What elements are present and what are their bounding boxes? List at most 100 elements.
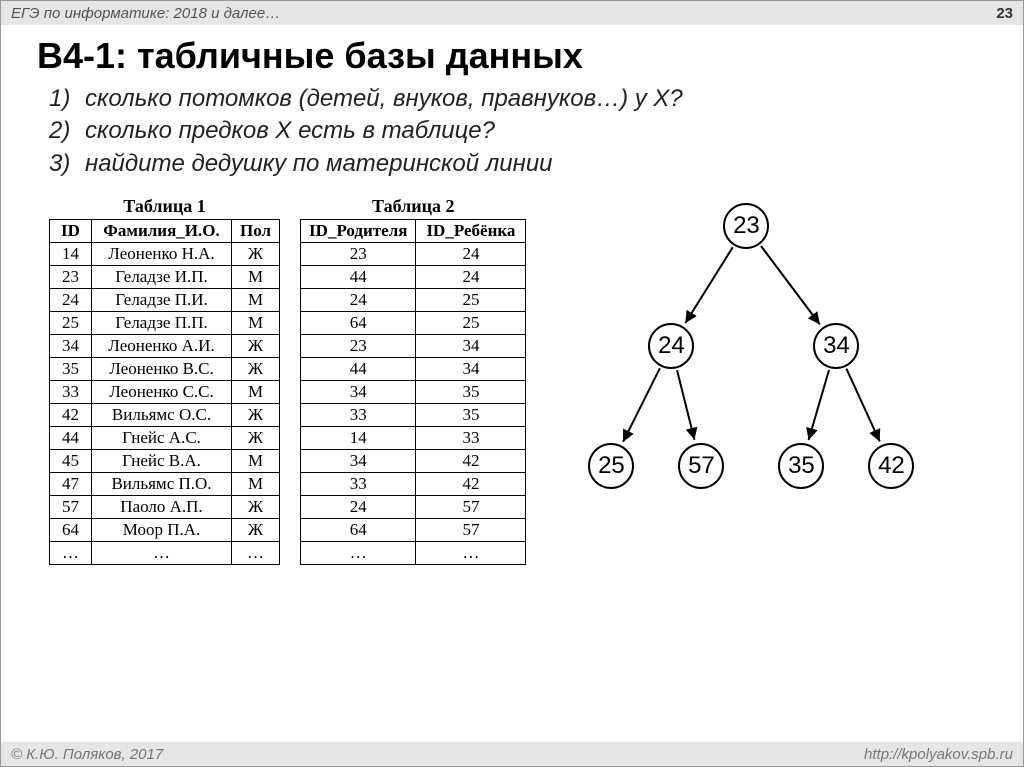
tree-edge — [847, 369, 880, 442]
table-cell: 24 — [301, 496, 416, 519]
table-row: 44Гнейс А.С.Ж — [50, 427, 280, 450]
table-row: 6425 — [301, 312, 526, 335]
footer-bar: © К.Ю. Поляков, 2017 http://kpolyakov.sp… — [1, 742, 1023, 766]
question-item: 3)найдите дедушку по материнской линии — [49, 148, 987, 180]
table-cell: Геладзе П.И. — [92, 289, 232, 312]
column-header: ID_Родителя — [301, 220, 416, 243]
column-header: ID — [50, 220, 92, 243]
table-row: 34Леоненко А.И.Ж — [50, 335, 280, 358]
table-cell: Вильямс О.С. — [92, 404, 232, 427]
table2-wrap: Таблица 2ID_РодителяID_Ребёнка2324442424… — [300, 196, 526, 565]
question-text: сколько предков X есть в таблице? — [85, 115, 495, 147]
table-cell: М — [232, 312, 280, 335]
table-cell: 25 — [50, 312, 92, 335]
table-cell: 14 — [301, 427, 416, 450]
table-cell: … — [50, 542, 92, 565]
table-cell: Леоненко В.С. — [92, 358, 232, 381]
column-header: Фамилия_И.О. — [92, 220, 232, 243]
table-cell: 23 — [50, 266, 92, 289]
table-cell: 64 — [301, 519, 416, 542]
table-cell: 47 — [50, 473, 92, 496]
table-row: …… — [301, 542, 526, 565]
table-cell: Гнейс В.А. — [92, 450, 232, 473]
table-cell: М — [232, 473, 280, 496]
table-cell: 23 — [301, 243, 416, 266]
table-cell: 25 — [416, 312, 526, 335]
table-cell: 34 — [301, 450, 416, 473]
table-cell: 35 — [416, 404, 526, 427]
table-cell: 33 — [50, 381, 92, 404]
table-cell: 64 — [301, 312, 416, 335]
table-row: 2334 — [301, 335, 526, 358]
table-cell: 35 — [416, 381, 526, 404]
table-cell: 57 — [50, 496, 92, 519]
table-2: Таблица 2ID_РодителяID_Ребёнка2324442424… — [300, 196, 526, 565]
question-text: найдите дедушку по материнской линии — [85, 148, 553, 180]
table-cell: 34 — [416, 335, 526, 358]
table-cell: 34 — [301, 381, 416, 404]
question-number: 3) — [49, 148, 85, 180]
table-row: 33Леоненко С.С.М — [50, 381, 280, 404]
table-cell: Гнейс А.С. — [92, 427, 232, 450]
header-bar: ЕГЭ по информатике: 2018 и далее… 23 — [1, 1, 1023, 25]
table-cell: 45 — [50, 450, 92, 473]
question-item: 2)сколько предков X есть в таблице? — [49, 115, 987, 147]
question-text: сколько потомков (детей, внуков, правнук… — [85, 83, 683, 115]
column-header: Пол — [232, 220, 280, 243]
table-cell: Моор П.А. — [92, 519, 232, 542]
table-cell: Паоло А.П. — [92, 496, 232, 519]
table-cell: Ж — [232, 519, 280, 542]
content-area: Таблица 1IDФамилия_И.О.Пол14Леоненко Н.А… — [1, 190, 1023, 565]
table-cell: 34 — [50, 335, 92, 358]
table-cell: 42 — [416, 473, 526, 496]
table-cell: Леоненко С.С. — [92, 381, 232, 404]
table-row: 3335 — [301, 404, 526, 427]
slide-title: B4-1: табличные базы данных — [1, 25, 1023, 83]
table-cell: М — [232, 381, 280, 404]
table-cell: 35 — [50, 358, 92, 381]
table-row: 35Леоненко В.С.Ж — [50, 358, 280, 381]
tree-edge — [809, 370, 829, 440]
slide: ЕГЭ по информатике: 2018 и далее… 23 B4-… — [0, 0, 1024, 767]
table-cell: Вильямс П.О. — [92, 473, 232, 496]
header-left: ЕГЭ по информатике: 2018 и далее… — [11, 5, 280, 22]
table-cell: 24 — [50, 289, 92, 312]
table-cell: 44 — [301, 358, 416, 381]
table-row: 45Гнейс В.А.М — [50, 450, 280, 473]
table-row: ……… — [50, 542, 280, 565]
table-row: 3435 — [301, 381, 526, 404]
table-cell: 33 — [301, 473, 416, 496]
table-cell: 42 — [416, 450, 526, 473]
table-cell: 44 — [50, 427, 92, 450]
tree-edge — [761, 246, 820, 324]
table-row: 25Геладзе П.П.М — [50, 312, 280, 335]
table-cell: 57 — [416, 496, 526, 519]
column-header: ID_Ребёнка — [416, 220, 526, 243]
table-row: 2425 — [301, 289, 526, 312]
question-number: 1) — [49, 83, 85, 115]
table-cell: 24 — [416, 266, 526, 289]
table-cell: Ж — [232, 243, 280, 266]
table-1: Таблица 1IDФамилия_И.О.Пол 14Леоненко Н.А… — [49, 196, 280, 565]
table-caption: Таблица 1 — [49, 196, 280, 219]
table-cell: 44 — [301, 266, 416, 289]
table-cell: … — [92, 542, 232, 565]
table-row: 1433 — [301, 427, 526, 450]
footer-left: © К.Ю. Поляков, 2017 — [11, 746, 163, 763]
table-cell: 33 — [301, 404, 416, 427]
table-cell: 25 — [416, 289, 526, 312]
table-cell: 14 — [50, 243, 92, 266]
table-cell: Леоненко Н.А. — [92, 243, 232, 266]
table-cell: Леоненко А.И. — [92, 335, 232, 358]
table-row: 4424 — [301, 266, 526, 289]
table1-wrap: Таблица 1IDФамилия_И.О.Пол 14Леоненко Н.А… — [49, 196, 280, 565]
table-row: 2457 — [301, 496, 526, 519]
table-cell: 64 — [50, 519, 92, 542]
tree-edge — [686, 247, 733, 323]
table-cell: Ж — [232, 404, 280, 427]
table-row: 3442 — [301, 450, 526, 473]
table-cell: 57 — [416, 519, 526, 542]
table-row: 64Моор П.А.Ж — [50, 519, 280, 542]
table-cell: М — [232, 266, 280, 289]
table-cell: … — [232, 542, 280, 565]
